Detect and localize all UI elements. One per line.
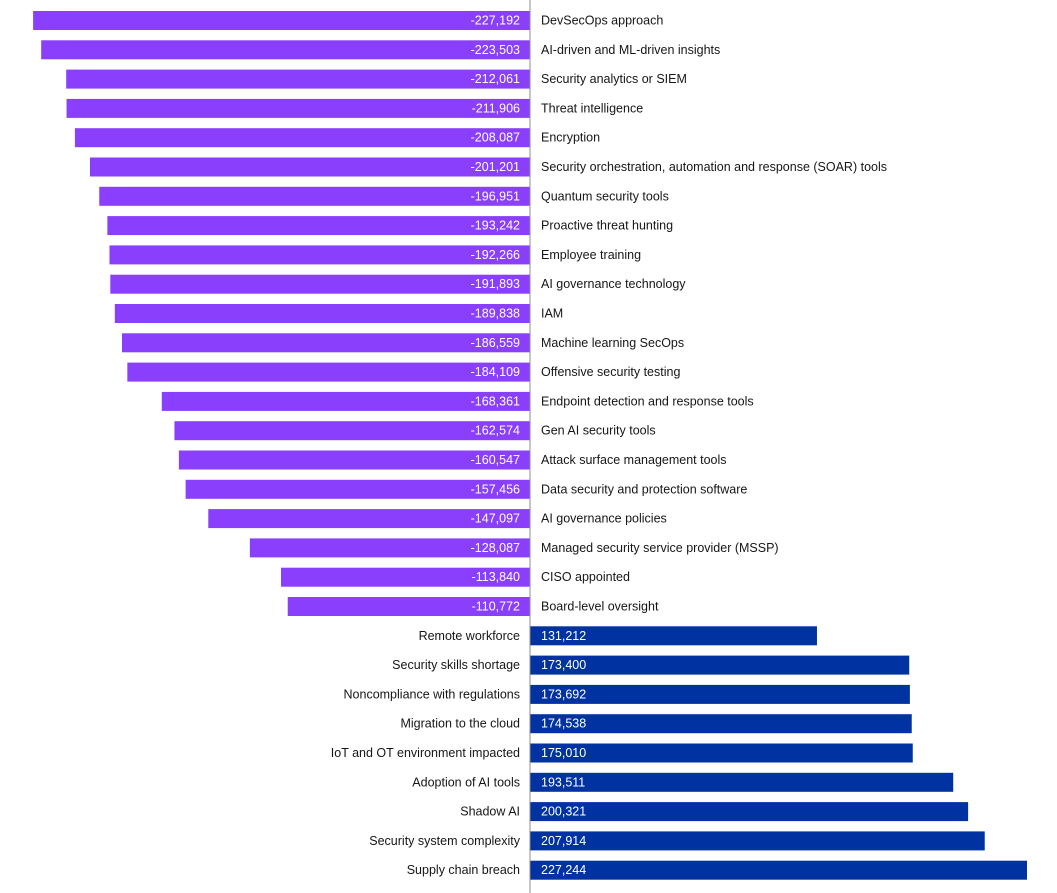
bar-value-label: -189,838	[471, 307, 520, 321]
bar	[127, 362, 531, 382]
bar-value-label: 200,321	[541, 805, 586, 819]
bar-value-label: -196,951	[471, 189, 520, 203]
category-label: Supply chain breach	[407, 863, 520, 877]
bar	[185, 479, 530, 499]
category-label: Remote workforce	[419, 629, 520, 643]
bar-value-label: -168,361	[471, 394, 520, 408]
bar-value-label: -208,087	[471, 131, 520, 145]
bar	[281, 567, 530, 587]
category-label: Board-level oversight	[541, 600, 659, 614]
category-label: Shadow AI	[460, 805, 520, 819]
bar	[121, 333, 531, 353]
bar-value-label: -186,559	[471, 336, 520, 350]
bars-group	[33, 11, 1027, 880]
category-label: IAM	[541, 307, 563, 321]
bar	[107, 216, 530, 236]
category-label: Adoption of AI tools	[412, 775, 520, 789]
category-label: Offensive security testing	[541, 365, 680, 379]
category-label: CISO appointed	[541, 570, 630, 584]
category-label: Employee training	[541, 248, 641, 262]
category-label: Security analytics or SIEM	[541, 72, 687, 86]
bar-value-label: 175,010	[541, 746, 586, 760]
bar	[178, 450, 530, 470]
category-label: IoT and OT environment impacted	[331, 746, 520, 760]
category-label: DevSecOps approach	[541, 14, 663, 28]
bar-value-label: -191,893	[471, 277, 520, 291]
bar	[174, 421, 530, 441]
bar	[530, 831, 985, 851]
bar-value-label: 207,914	[541, 834, 586, 848]
bar-value-label: 131,212	[541, 629, 586, 643]
bar-value-label: -227,192	[471, 14, 520, 28]
bar	[66, 69, 530, 89]
bar-value-label: 173,692	[541, 687, 586, 701]
bar-value-label: -157,456	[471, 482, 520, 496]
bar-value-label: -193,242	[471, 219, 520, 233]
bar-value-label: 227,244	[541, 863, 586, 877]
category-label: Proactive threat hunting	[541, 219, 673, 233]
bar	[530, 802, 969, 822]
bar	[530, 743, 913, 763]
category-label: Data security and protection software	[541, 482, 747, 496]
category-label: Noncompliance with regulations	[344, 687, 520, 701]
bar-value-label: -113,840	[472, 570, 520, 584]
bar-value-label: -162,574	[471, 424, 520, 438]
bar	[530, 626, 817, 646]
category-label: AI governance policies	[541, 512, 667, 526]
category-label: Security orchestration, automation and r…	[541, 160, 887, 174]
labels-group: -227,192 DevSecOps approach -223,503 AI-dri…	[331, 14, 887, 878]
bar-value-label: -147,097	[471, 512, 520, 526]
category-label: Quantum security tools	[541, 189, 669, 203]
bar-value-label: -212,061	[471, 72, 520, 86]
category-label: AI governance technology	[541, 277, 686, 291]
bar	[208, 509, 531, 529]
bar	[530, 772, 954, 792]
bar	[530, 684, 910, 704]
category-label: Migration to the cloud	[400, 717, 520, 731]
category-label: Gen AI security tools	[541, 424, 656, 438]
bar	[74, 128, 530, 148]
bar-value-label: 173,400	[541, 658, 586, 672]
category-label: Encryption	[541, 131, 600, 145]
bar	[249, 538, 530, 558]
bar	[161, 391, 530, 411]
category-label: Machine learning SecOps	[541, 336, 684, 350]
bar-value-label: -110,772	[472, 600, 520, 614]
bar	[530, 655, 910, 675]
bar-value-label: -201,201	[471, 160, 520, 174]
category-label: Endpoint detection and response tools	[541, 394, 754, 408]
bar	[114, 304, 530, 323]
bar	[66, 98, 530, 118]
bar	[33, 11, 530, 30]
bar	[530, 860, 1027, 880]
bar-value-label: -184,109	[471, 365, 520, 379]
bar-value-label: -160,547	[471, 453, 520, 467]
category-label: AI-driven and ML-driven insights	[541, 43, 720, 57]
bar	[109, 245, 530, 265]
bar	[110, 274, 530, 294]
category-label: Threat intelligence	[541, 101, 643, 115]
bar-value-label: -211,906	[472, 101, 520, 115]
category-label: Attack surface management tools	[541, 453, 727, 467]
category-label: Security system complexity	[369, 834, 520, 848]
bar-value-label: -223,503	[471, 43, 520, 57]
bar	[287, 597, 530, 616]
bar	[530, 714, 912, 734]
category-label: Managed security service provider (MSSP)	[541, 541, 779, 555]
bar-value-label: -128,087	[471, 541, 520, 555]
bar	[89, 157, 530, 177]
bar-value-label: 174,538	[541, 717, 586, 731]
category-label: Security skills shortage	[392, 658, 520, 672]
bar-value-label: 193,511	[541, 775, 585, 789]
bar-value-label: -192,266	[471, 248, 520, 262]
bar	[99, 186, 530, 206]
bar	[41, 40, 530, 60]
